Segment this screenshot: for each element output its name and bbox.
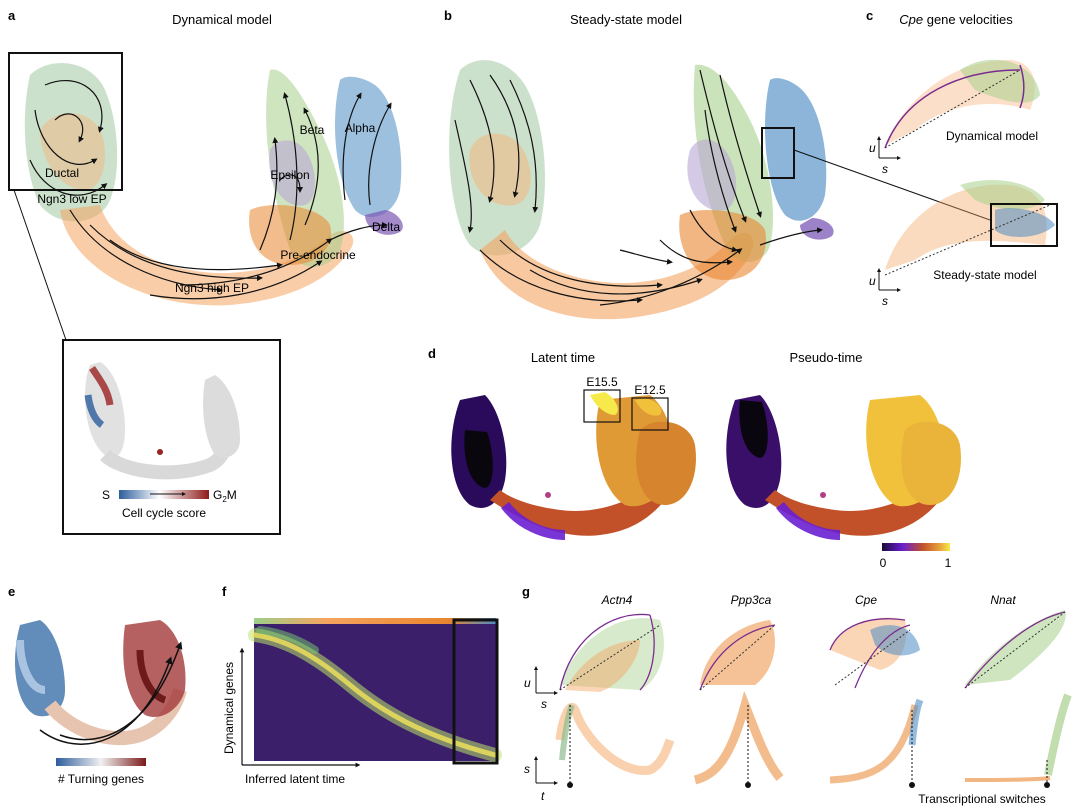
panel-e: e # Turning genes [8, 584, 187, 786]
panel-b-title: Steady-state model [570, 12, 682, 27]
gene-title-cpe: Cpe [855, 593, 877, 607]
cluster-label-beta: Beta [300, 123, 325, 137]
cluster-label-ngn3-low: Ngn3 low EP [37, 192, 106, 206]
panel-b: b Steady-state model [444, 8, 991, 320]
phase-portrait-cpe [829, 617, 920, 689]
panel-g-axis-s-top: s [541, 697, 547, 711]
panel-a-title: Dynamical model [172, 12, 272, 27]
cluster-label-pre-endocrine: Pre-endocrine [280, 248, 356, 262]
panel-g-axis-u: u [524, 676, 531, 690]
panel-f: f Dynamical genes Inferred latent time [222, 584, 502, 786]
time-colorbar [882, 543, 950, 551]
panel-g-axis-t: t [541, 789, 545, 803]
pseudo-time-title: Pseudo-time [790, 350, 863, 365]
heatmap-xlabel: Inferred latent time [245, 772, 345, 786]
panel-b-zoom-box [761, 127, 795, 179]
heatmap-highlight-box [452, 618, 499, 765]
panel-b-label: b [444, 8, 452, 23]
heatmap-cluster-bar [254, 618, 496, 624]
panel-e-label: e [8, 584, 15, 599]
e12-5-label: E12.5 [634, 383, 666, 397]
timecourse-cpe [829, 698, 924, 788]
phase-portrait-nnat [964, 610, 1066, 689]
panel-b-embedding [449, 60, 991, 320]
cell-cycle-caption: Cell cycle score [122, 506, 206, 520]
panel-a-zoom-connector [13, 189, 67, 341]
colorbar-max: 1 [945, 556, 952, 570]
panel-c-title: Cpe gene velocities [899, 12, 1013, 27]
panel-c-top-scatter: u s Dynamical model [869, 59, 1040, 176]
turning-genes-colorbar [56, 758, 146, 766]
panel-a-label: a [8, 8, 16, 23]
transcriptional-switches-caption: Transcriptional switches [918, 792, 1046, 806]
cluster-label-delta: Delta [372, 220, 400, 234]
turning-genes-caption: # Turning genes [58, 772, 144, 786]
panel-g-axis-s-bottom: s [524, 762, 530, 776]
panel-f-label: f [222, 584, 227, 599]
cluster-label-ductal: Ductal [45, 166, 79, 180]
panel-c-top-axis-s: s [882, 162, 888, 176]
panel-c-zoom-box [990, 203, 1058, 247]
panel-a-zoom-box [8, 52, 123, 191]
panel-c-bottom-scatter: u s Steady-state model [869, 180, 1058, 308]
panel-d-label: d [428, 346, 436, 361]
panel-b-zoom-connector [793, 149, 991, 221]
cluster-label-ngn3-high: Ngn3 high EP [175, 281, 249, 295]
panel-d: d Latent time Pseudo-time E15.5 E12.5 [428, 346, 961, 570]
panel-c-bottom-axis-u: u [869, 274, 876, 288]
panel-c-bottom-axis-s: s [882, 294, 888, 308]
cluster-label-alpha: Alpha [345, 121, 376, 135]
panel-a-inset: S G2M Cell cycle score [62, 339, 281, 535]
colorbar-min: 0 [880, 556, 887, 570]
panel-c-top-caption: Dynamical model [946, 129, 1038, 143]
pseudo-time-embedding [726, 395, 961, 540]
e15-5-box [583, 389, 621, 423]
timecourse-ppp3ca [693, 690, 784, 788]
timecourse-actn4 [555, 703, 675, 788]
phase-portrait-actn4 [559, 613, 664, 692]
panel-a-embedding: Ductal Ngn3 low EP Ngn3 high EP Pre-endo… [24, 63, 403, 306]
heatmap-ylabel: Dynamical genes [222, 662, 236, 754]
panel-c-label: c [866, 8, 873, 23]
panel-g: g Actn4 Ppp3ca Cpe Nnat [522, 584, 1072, 806]
timecourse-nnat [964, 693, 1072, 788]
latent-time-title: Latent time [531, 350, 595, 365]
gene-title-actn4: Actn4 [601, 593, 633, 607]
panel-c-top-axis-u: u [869, 141, 876, 155]
colorbar-right-label: G2M [213, 488, 237, 504]
phase-portrait-ppp3ca [699, 620, 776, 691]
latent-time-embedding: E15.5 E12.5 [451, 375, 696, 540]
e15-5-label: E15.5 [586, 375, 618, 389]
panel-g-label: g [522, 584, 530, 599]
panel-c: c Cpe gene velocities u s Dynamical mode… [866, 8, 1058, 308]
panel-a: a Dynamical model [8, 8, 403, 535]
gene-title-ppp3ca: Ppp3ca [731, 593, 772, 607]
e12-5-box [631, 397, 669, 431]
panel-c-bottom-caption: Steady-state model [933, 268, 1036, 282]
colorbar-left-label: S [102, 488, 110, 502]
gene-title-nnat: Nnat [990, 593, 1016, 607]
cluster-label-epsilon: Epsilon [270, 168, 309, 182]
